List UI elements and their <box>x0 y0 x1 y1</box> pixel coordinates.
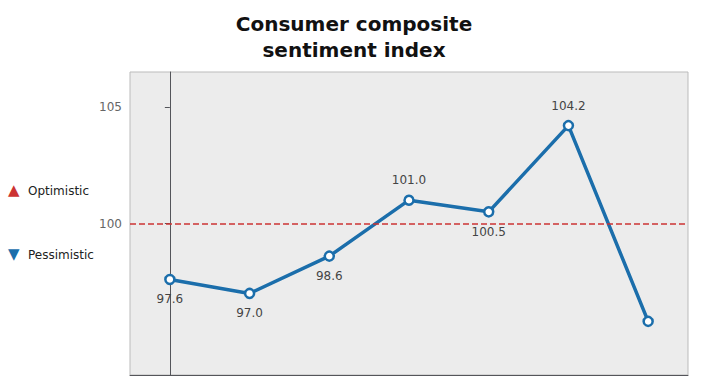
svg-text:sentiment index: sentiment index <box>262 38 445 62</box>
svg-text:▲: ▲ <box>8 181 20 199</box>
svg-text:97.0: 97.0 <box>236 306 263 320</box>
svg-text:105: 105 <box>99 100 122 114</box>
svg-text:97.6: 97.6 <box>156 292 183 306</box>
svg-text:100.5: 100.5 <box>472 225 506 239</box>
svg-text:101.0: 101.0 <box>392 173 426 187</box>
svg-text:100: 100 <box>99 217 122 231</box>
svg-text:Pessimistic: Pessimistic <box>28 248 94 262</box>
svg-text:▼: ▼ <box>8 245 20 263</box>
svg-text:98.6: 98.6 <box>316 269 343 283</box>
svg-text:Optimistic: Optimistic <box>28 184 89 198</box>
svg-text:104.2: 104.2 <box>551 99 585 113</box>
svg-text:Consumer composite: Consumer composite <box>236 12 472 36</box>
